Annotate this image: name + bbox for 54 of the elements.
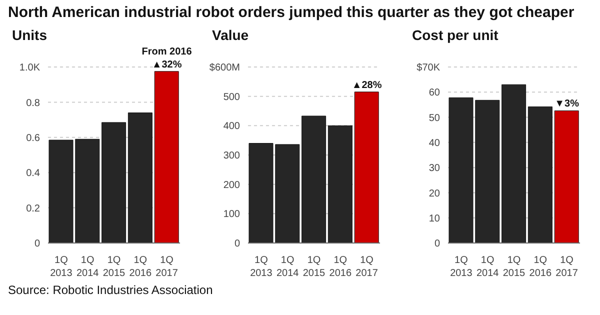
- bar: [554, 110, 579, 243]
- y-tick-label: 0: [434, 238, 440, 250]
- y-tick-label: 0.6: [26, 132, 40, 144]
- y-axis-title: Value: [212, 27, 250, 45]
- x-tick-label: 1Q 2015: [502, 255, 526, 279]
- y-tick-label: $600M: [209, 62, 240, 74]
- x-tick-label: 1Q 2017: [556, 255, 578, 279]
- y-tick-label: 0.8: [26, 98, 40, 109]
- bar: [302, 116, 326, 243]
- y-tick-label: 100: [223, 209, 240, 220]
- y-tick-label: 300: [223, 150, 240, 162]
- y-tick-label: 500: [223, 92, 240, 103]
- x-tick-label: 1Q 2014: [476, 255, 500, 279]
- y-tick-label: $70K: [416, 62, 440, 74]
- x-tick-label: 1Q 2017: [356, 255, 378, 279]
- x-tick-label: 1Q 2013: [250, 255, 273, 279]
- y-tick-label: 10: [428, 213, 440, 224]
- y-tick-label: 50: [428, 112, 440, 124]
- y-tick-label: 400: [223, 121, 240, 132]
- text: North American industrial robot orders jumped this quarter as they got cheaper: [7, 3, 576, 23]
- bar: [328, 125, 352, 243]
- y-tick-label: 0.2: [26, 203, 40, 214]
- x-tick-label: 1Q 2015: [302, 255, 326, 279]
- bar: [128, 112, 152, 243]
- y-tick-label: 40: [428, 138, 440, 149]
- bar: [528, 106, 552, 243]
- y-axis-title: Units: [12, 27, 48, 45]
- y-tick-label: 20: [428, 188, 440, 200]
- y-tick-label: 1.0K: [19, 62, 40, 74]
- source-note: Source: Robotic Industries Association: [8, 283, 214, 297]
- x-tick-label: 1Q 2016: [129, 255, 152, 279]
- x-tick-label: 1Q 2014: [76, 255, 100, 279]
- bar: [154, 71, 179, 243]
- annotation: From 2016: [142, 46, 192, 58]
- y-tick-label: 0: [34, 238, 40, 250]
- y-tick-label: 60: [428, 88, 440, 99]
- y-axis-title: Cost per unit: [412, 27, 500, 45]
- x-tick-label: 1Q 2014: [276, 255, 300, 279]
- bar: [354, 92, 379, 243]
- x-tick-label: 1Q 2013: [50, 255, 73, 279]
- y-tick-label: 200: [223, 180, 240, 191]
- annotation: ▼3%: [554, 98, 580, 110]
- x-tick-label: 1Q 2016: [529, 255, 552, 279]
- bar: [102, 122, 126, 243]
- x-tick-label: 1Q 2017: [156, 255, 178, 279]
- annotation: ▲32%: [152, 59, 182, 70]
- annotation: ▲28%: [352, 80, 382, 91]
- x-tick-label: 1Q 2016: [329, 255, 352, 279]
- y-tick-label: 0.4: [26, 168, 40, 180]
- x-tick-label: 1Q 2015: [102, 255, 126, 279]
- y-tick-label: 0: [234, 238, 240, 250]
- y-tick-label: 30: [428, 163, 440, 174]
- bar: [502, 84, 526, 243]
- x-tick-label: 1Q 2013: [450, 255, 473, 279]
